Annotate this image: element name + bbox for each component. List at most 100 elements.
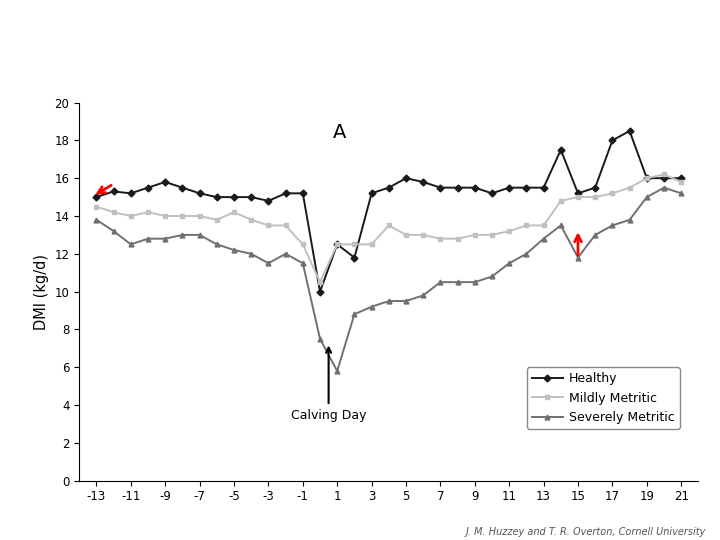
Legend: Healthy, Mildly Metritic, Severely Metritic: Healthy, Mildly Metritic, Severely Metri… [526,368,680,429]
Healthy [247,194,256,200]
Severely Metritic [212,241,221,247]
Healthy [608,137,617,144]
Healthy [178,184,186,191]
Mildly Metritic [144,209,153,215]
Severely Metritic [230,247,238,253]
Text: A: A [333,124,346,143]
Mildly Metritic [454,235,462,242]
Mildly Metritic [384,222,393,229]
Severely Metritic [557,222,565,229]
Healthy [574,190,582,197]
Y-axis label: DMI (kg/d): DMI (kg/d) [34,254,49,329]
Healthy [557,146,565,153]
Healthy [92,194,101,200]
Severely Metritic [402,298,410,304]
Mildly Metritic [282,222,290,229]
Mildly Metritic [522,222,531,229]
Severely Metritic [419,292,428,299]
Mildly Metritic [660,171,668,178]
Text: periparturient period: periparturient period [266,64,454,82]
Mildly Metritic [367,241,376,247]
Severely Metritic [282,251,290,257]
Mildly Metritic [677,179,685,185]
Severely Metritic [161,235,169,242]
Mildly Metritic [212,217,221,223]
Mildly Metritic [161,213,169,219]
Mildly Metritic [178,213,186,219]
Healthy [454,184,462,191]
Mildly Metritic [92,203,101,210]
Healthy [315,288,324,295]
Line: Severely Metritic: Severely Metritic [94,185,683,374]
Line: Mildly Metritic: Mildly Metritic [94,172,683,285]
Healthy [282,190,290,197]
Mildly Metritic [591,194,600,200]
Healthy [539,184,548,191]
Severely Metritic [299,260,307,266]
Mildly Metritic [574,194,582,200]
Healthy [642,175,651,181]
Mildly Metritic [642,175,651,181]
Severely Metritic [333,368,341,374]
Severely Metritic [264,260,273,266]
Severely Metritic [350,311,359,318]
Severely Metritic [247,251,256,257]
Severely Metritic [625,217,634,223]
Healthy [195,190,204,197]
Severely Metritic [367,303,376,310]
Healthy [384,184,393,191]
Severely Metritic [384,298,393,304]
Severely Metritic [92,217,101,223]
Healthy [591,184,600,191]
Mildly Metritic [539,222,548,229]
Mildly Metritic [299,241,307,247]
Mildly Metritic [195,213,204,219]
Severely Metritic [591,232,600,238]
Severely Metritic [144,235,153,242]
Severely Metritic [195,232,204,238]
Healthy [677,175,685,181]
Healthy [230,194,238,200]
Mildly Metritic [402,232,410,238]
Severely Metritic [470,279,479,285]
Healthy [470,184,479,191]
Severely Metritic [178,232,186,238]
Healthy [367,190,376,197]
Healthy [660,175,668,181]
Healthy [625,127,634,134]
Severely Metritic [522,251,531,257]
Healthy [333,241,341,247]
Healthy [109,188,118,194]
Mildly Metritic [264,222,273,229]
Mildly Metritic [608,190,617,197]
Healthy [161,179,169,185]
Text: Calving Day: Calving Day [291,348,366,422]
Mildly Metritic [625,184,634,191]
Severely Metritic [505,260,513,266]
Mildly Metritic [487,232,496,238]
Healthy [436,184,445,191]
Healthy [402,175,410,181]
Healthy [487,190,496,197]
Severely Metritic [127,241,135,247]
Healthy [522,184,531,191]
Mildly Metritic [350,241,359,247]
Mildly Metritic [127,213,135,219]
Severely Metritic [487,273,496,280]
Mildly Metritic [436,235,445,242]
Mildly Metritic [247,217,256,223]
Text: J. M. Huzzey and T. R. Overton, Cornell University: J. M. Huzzey and T. R. Overton, Cornell … [465,527,706,537]
Mildly Metritic [315,279,324,285]
Severely Metritic [315,335,324,342]
Severely Metritic [642,194,651,200]
Mildly Metritic [109,209,118,215]
Healthy [127,190,135,197]
Healthy [299,190,307,197]
Severely Metritic [660,184,668,191]
Severely Metritic [109,228,118,234]
Mildly Metritic [505,228,513,234]
Mildly Metritic [470,232,479,238]
Text: The relationship between dry matter intake and metritis in the: The relationship between dry matter inta… [77,22,643,40]
Severely Metritic [454,279,462,285]
Healthy [505,184,513,191]
